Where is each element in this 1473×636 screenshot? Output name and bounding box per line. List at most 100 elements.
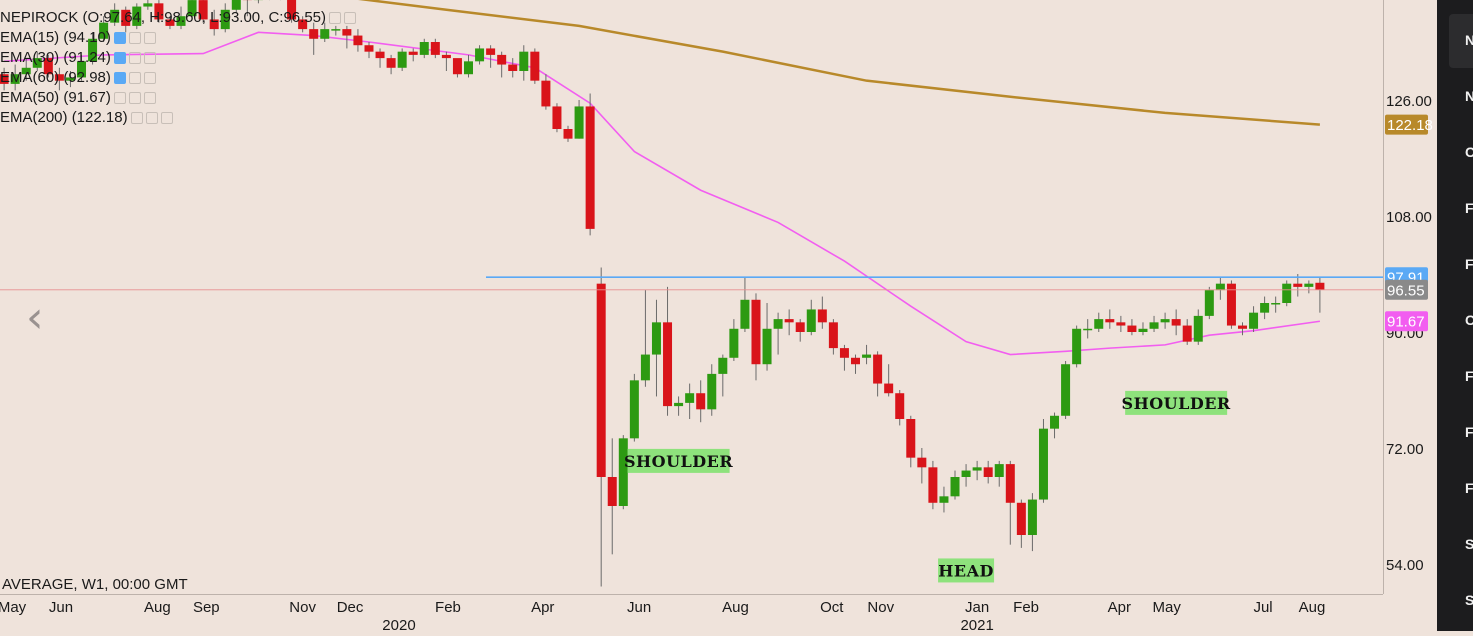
ema60-readout: EMA(60) (92.98) <box>0 68 111 88</box>
settings-icon[interactable] <box>114 32 126 44</box>
x-tick-label: Jul <box>1253 599 1272 616</box>
x-tick-label: Dec <box>337 599 364 616</box>
candle-body <box>707 374 716 409</box>
candle-body <box>962 471 971 477</box>
candle-body <box>552 106 561 129</box>
close-icon[interactable] <box>144 52 156 64</box>
x-tick-label: Aug <box>144 599 171 616</box>
candle-body <box>541 81 550 107</box>
candle-body <box>1072 329 1081 364</box>
x-tick-label: Nov <box>867 599 894 616</box>
watchlist-item[interactable]: F <box>1465 480 1473 496</box>
watchlist-item[interactable]: S <box>1465 592 1473 608</box>
settings-icon[interactable] <box>114 92 126 104</box>
watchlist-item[interactable]: N <box>1465 32 1473 48</box>
scroll-left-arrow-icon[interactable]: ‹ <box>26 296 44 340</box>
pattern-annotation-label: SHOULDER <box>624 452 733 471</box>
visibility-icon[interactable] <box>129 72 141 84</box>
settings-icon[interactable] <box>114 72 126 84</box>
candle-body <box>1150 322 1159 328</box>
candle-body <box>519 52 528 71</box>
candle-body <box>364 45 373 51</box>
candle-body <box>718 358 727 374</box>
candle-body <box>431 42 440 55</box>
close-icon[interactable] <box>144 32 156 44</box>
watchlist-item[interactable]: F <box>1465 256 1473 272</box>
settings-icon[interactable] <box>131 112 143 124</box>
candle-body <box>763 329 772 364</box>
watchlist-item[interactable]: C <box>1465 144 1473 160</box>
candle-body <box>862 355 871 358</box>
candle-body <box>376 52 385 58</box>
close-icon[interactable] <box>344 12 356 24</box>
candle-body <box>575 106 584 138</box>
candle-body <box>641 355 650 381</box>
x-tick-label: Aug <box>722 599 749 616</box>
candle-body <box>564 129 573 139</box>
visibility-icon[interactable] <box>129 32 141 44</box>
watchlist-item[interactable]: F <box>1465 368 1473 384</box>
candle-body <box>751 300 760 364</box>
candle-body <box>1238 326 1247 329</box>
candle-body <box>1260 303 1269 313</box>
candle-body <box>785 319 794 322</box>
candle-body <box>873 355 882 384</box>
x-tick-label: Sep <box>193 599 220 616</box>
candle-body <box>807 309 816 332</box>
candle-body <box>608 477 617 506</box>
y-tick-label: 126.00 <box>1386 93 1432 110</box>
candle-body <box>586 106 595 228</box>
price-tag-label: 122.18 <box>1387 117 1433 134</box>
ema200-readout: EMA(200) (122.18) <box>0 108 128 128</box>
visibility-icon[interactable] <box>129 92 141 104</box>
watchlist-item[interactable]: F <box>1465 200 1473 216</box>
candle-body <box>1183 326 1192 342</box>
candle-body <box>497 55 506 65</box>
visibility-icon[interactable] <box>129 52 141 64</box>
candle-body <box>442 55 451 58</box>
watchlist-item[interactable]: N <box>1465 88 1473 104</box>
watchlist-item[interactable]: S <box>1465 536 1473 552</box>
candle-body <box>851 358 860 364</box>
y-tick-label: 54.00 <box>1386 557 1424 574</box>
y-tick-label: 108.00 <box>1386 209 1432 226</box>
candle-body <box>906 419 915 458</box>
close-icon[interactable] <box>144 92 156 104</box>
candle-body <box>652 322 661 354</box>
candle-body <box>453 58 462 74</box>
x-year-label: 2021 <box>960 617 993 631</box>
watchlist-item[interactable]: C <box>1465 312 1473 328</box>
x-tick-label: Nov <box>289 599 316 616</box>
candle-body <box>387 58 396 68</box>
x-tick-label: Jun <box>627 599 651 616</box>
price-tag-label: 91.67 <box>1387 314 1425 331</box>
candle-body <box>1116 322 1125 325</box>
ohlc-readout: NEPIROCK (O:97.64, H:98.60, L:93.00, C:9… <box>0 8 326 28</box>
legend-ohlc: NEPIROCK (O:97.64, H:98.60, L:93.00, C:9… <box>0 8 356 28</box>
candle-body <box>597 284 606 477</box>
candle-body <box>729 329 738 358</box>
candle-body <box>1249 313 1258 329</box>
candle-body <box>796 322 805 332</box>
ema15-readout: EMA(15) (94.10) <box>0 28 111 48</box>
visibility-icon[interactable] <box>146 112 158 124</box>
candle-body <box>840 348 849 358</box>
chart-legend: NEPIROCK (O:97.64, H:98.60, L:93.00, C:9… <box>0 8 356 128</box>
ema50-readout: EMA(50) (91.67) <box>0 88 111 108</box>
settings-icon[interactable] <box>329 12 341 24</box>
close-icon[interactable] <box>161 112 173 124</box>
candle-body <box>685 393 694 403</box>
candle-body <box>917 458 926 468</box>
x-tick-label: Jan <box>965 599 989 616</box>
candle-body <box>1315 283 1324 290</box>
candle-body <box>1039 429 1048 500</box>
candle-body <box>740 300 749 329</box>
x-tick-label: May <box>0 599 27 616</box>
close-icon[interactable] <box>144 72 156 84</box>
side-panel[interactable]: N N C F F C F F F S S <box>1437 0 1473 631</box>
candle-body <box>1205 290 1214 316</box>
settings-icon[interactable] <box>114 52 126 64</box>
candle-body <box>984 467 993 477</box>
watchlist-item[interactable]: F <box>1465 424 1473 440</box>
